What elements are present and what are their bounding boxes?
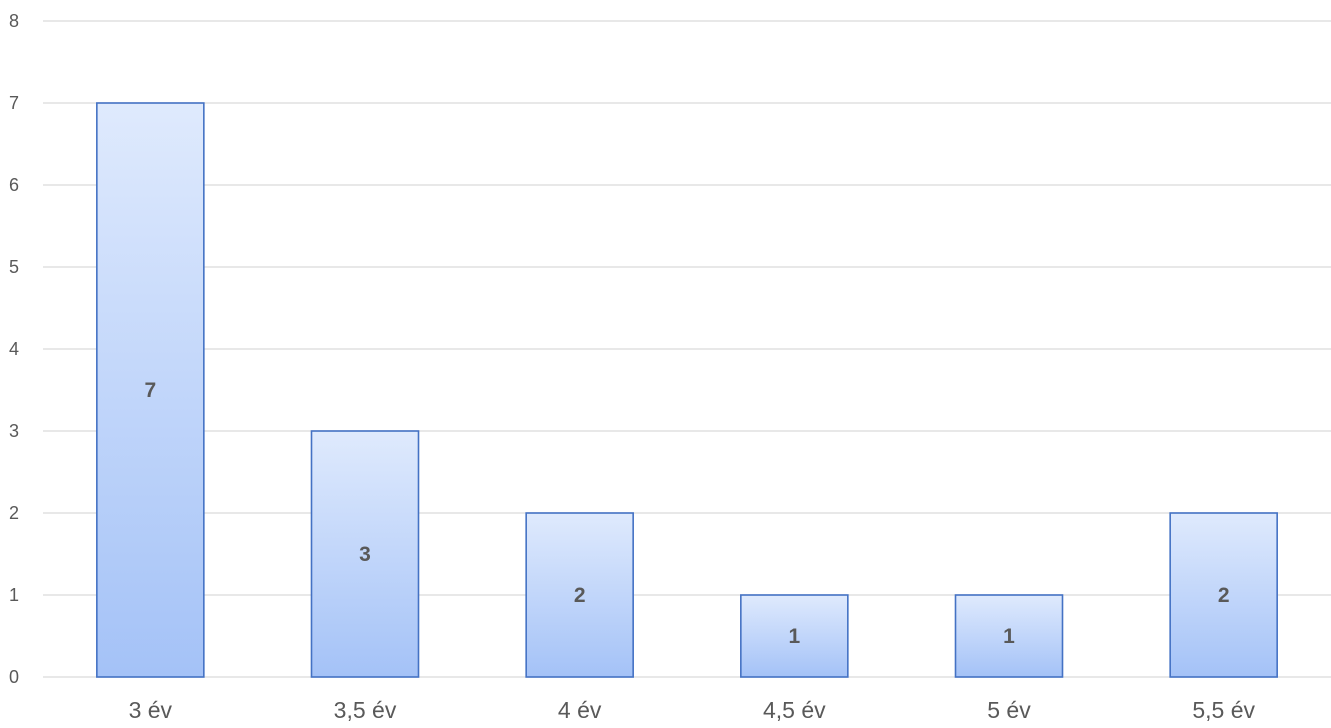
x-tick-label: 5,5 év [1192,697,1255,723]
y-tick-label: 5 [9,257,19,277]
y-tick-label: 2 [9,503,19,523]
bar-value-label: 1 [1003,625,1015,648]
bar [1169,512,1278,678]
y-tick-label: 1 [9,585,19,605]
y-tick-label: 7 [9,93,19,113]
bars [96,102,1278,678]
x-tick-label: 4 év [558,697,602,723]
x-tick-label: 3 év [129,697,173,723]
bar [96,102,205,678]
gridlines [43,20,1331,678]
x-axis-ticks: 3 év 3,5 év 4 év 4,5 év 5 év 5,5 év [129,697,1256,723]
bar [310,430,420,678]
data-labels: 7 3 2 1 1 2 [144,379,1229,648]
y-axis-ticks: 0 1 2 3 4 5 6 7 8 [9,11,19,687]
x-tick-label: 3,5 év [334,697,397,723]
bar-value-label: 2 [574,584,586,607]
bar [740,594,849,678]
bar [954,594,1064,678]
x-tick-label: 4,5 év [763,697,826,723]
x-tick-label: 5 év [987,697,1031,723]
y-tick-label: 4 [9,339,19,359]
y-tick-label: 0 [9,667,19,687]
bar [525,512,634,678]
bar-value-label: 3 [359,543,371,566]
bar-value-label: 1 [788,625,800,648]
bar-value-label: 2 [1218,584,1230,607]
y-tick-label: 3 [9,421,19,441]
y-tick-label: 8 [9,11,19,31]
y-tick-label: 6 [9,175,19,195]
bar-value-label: 7 [144,379,156,402]
